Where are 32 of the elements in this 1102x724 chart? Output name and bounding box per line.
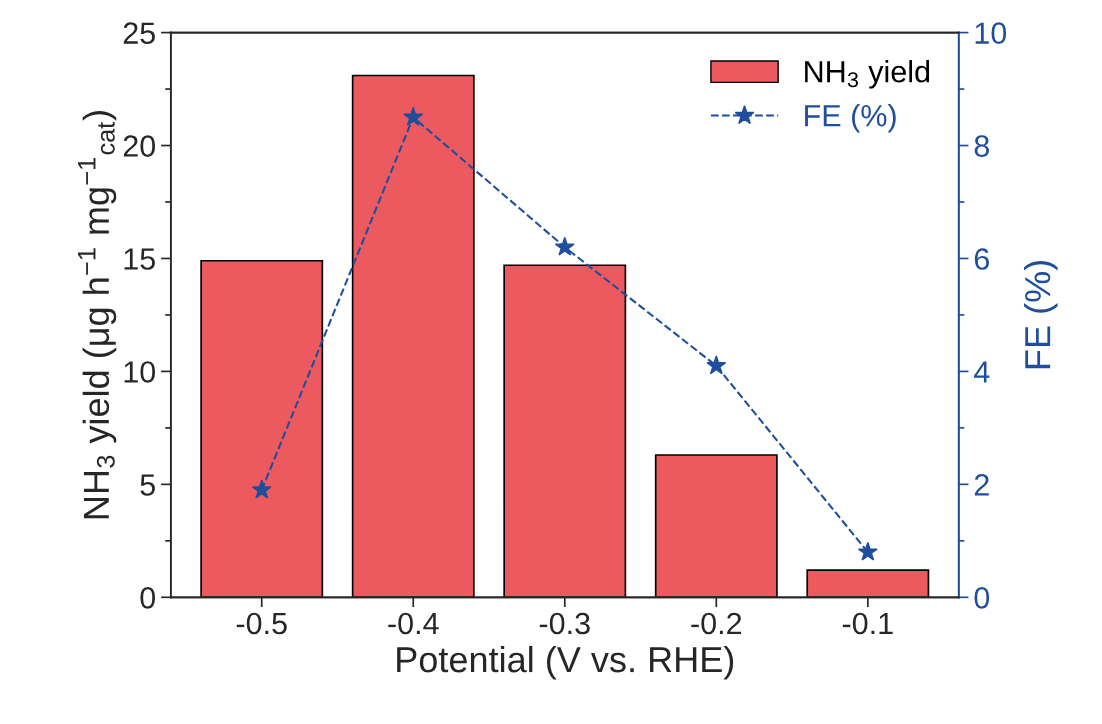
point	[706, 355, 727, 375]
y-tick-label: 5	[140, 474, 155, 496]
y2-axis-title: FE (%)	[1023, 261, 1058, 369]
x-tick-label: -0.2	[691, 612, 742, 635]
y2-tick-label: 10	[975, 22, 1007, 44]
x-tick-label: -0.3	[539, 612, 590, 635]
y-tick-label: 15	[124, 248, 155, 270]
point	[857, 541, 878, 561]
y-tick-label: 25	[123, 22, 155, 44]
x-tick-label: -0.5	[236, 612, 287, 635]
y-axis-title: NH$_{3}$ yield (μg h$^{−1}$ mg$^{−1}$$_{cat}$)	[78, 111, 117, 519]
point	[251, 479, 272, 499]
y2-tick-label: 0	[974, 587, 990, 609]
legend-label: NH$_{3}$ yield	[805, 60, 930, 89]
y2-tick-label: 6	[974, 248, 989, 270]
x-tick-label: -0.1	[842, 612, 893, 635]
x-axis-title: Potential (V vs. RHE)	[397, 645, 734, 680]
point	[403, 106, 424, 126]
bar	[503, 264, 627, 598]
point	[554, 236, 575, 256]
bar	[654, 454, 778, 598]
y-tick-label: 10	[124, 361, 156, 383]
bar	[806, 569, 930, 598]
bar	[351, 74, 475, 598]
x-tick-label: -0.4	[388, 612, 439, 635]
y-tick-label: 0	[140, 587, 156, 609]
y2-tick-label: 8	[974, 135, 989, 157]
y2-tick-label: 4	[974, 361, 990, 383]
y-tick-label: 20	[123, 135, 156, 157]
y2-tick-label: 2	[974, 474, 989, 496]
bar	[200, 259, 324, 598]
legend-label: FE (%)	[805, 104, 896, 133]
